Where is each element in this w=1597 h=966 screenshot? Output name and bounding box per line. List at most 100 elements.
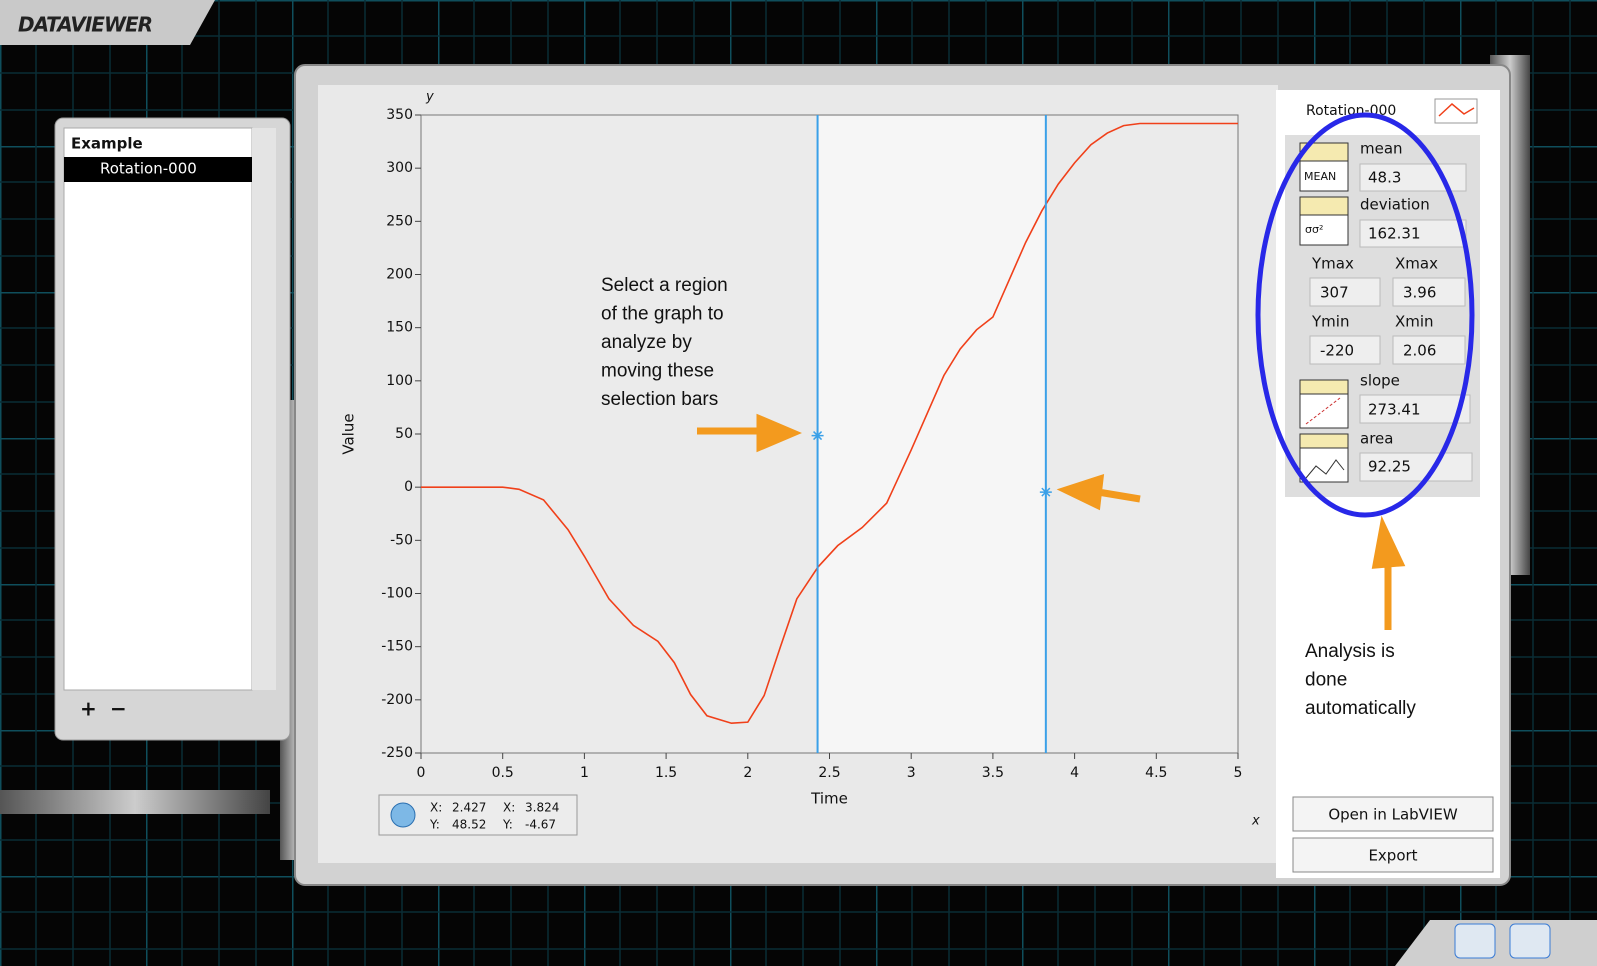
ymin-label: Ymin	[1311, 313, 1349, 331]
deviation-field	[1359, 219, 1467, 248]
y-tick-label: -200	[381, 692, 413, 708]
data-line	[421, 122, 1238, 725]
annotation-line: automatically	[1305, 698, 1416, 719]
deviation-label: deviation	[1360, 196, 1430, 214]
open-labview-label[interactable]: Open in LabVIEW	[1328, 806, 1458, 824]
list-item-selected[interactable]	[64, 157, 252, 182]
selection-annotation: Select a region of the graph to analyze by…	[601, 275, 728, 410]
cursor-point	[811, 429, 824, 442]
x-axis-letter: x	[1251, 814, 1260, 829]
cursor-icon[interactable]	[390, 802, 416, 828]
x-tick-label: 5	[1234, 765, 1243, 781]
x-tick-label: 3	[907, 765, 916, 781]
annotation-line: analyze by	[601, 332, 692, 353]
area-value: 92.25	[1368, 458, 1411, 476]
cursor-x-value: 2.427	[452, 801, 486, 815]
graph-view-button[interactable]	[1454, 923, 1496, 959]
x-tick-label: 1.5	[655, 765, 677, 781]
app-title: DATAVIEWER	[18, 13, 152, 37]
orange-arrow	[697, 413, 802, 453]
x-tick-label: 0	[417, 765, 426, 781]
slope-icon-top	[1299, 379, 1349, 395]
cursor-x-value: 3.824	[525, 801, 559, 815]
y-axis-title: Value	[340, 413, 358, 454]
y-tick-label: 100	[386, 373, 413, 389]
cursor-y-value: -4.67	[525, 818, 556, 832]
open-labview-button[interactable]	[1292, 796, 1494, 832]
y-axis-letter: y	[425, 90, 434, 105]
y-tick-label: 50	[395, 426, 413, 442]
area-icon-glyph	[1305, 459, 1345, 479]
xmin-value: 2.06	[1403, 342, 1436, 360]
highlight-ellipse	[1255, 112, 1475, 518]
cursor-point	[1039, 486, 1052, 499]
analysis-annotation: Analysis is done automatically	[1305, 641, 1416, 719]
add-button[interactable]: +	[80, 697, 97, 721]
xmax-field	[1392, 277, 1466, 307]
slope-value: 273.41	[1368, 401, 1421, 419]
orange-arrow	[1056, 473, 1141, 511]
slope-label: slope	[1360, 372, 1400, 390]
deviation-value: 162.31	[1368, 225, 1421, 243]
list-item[interactable]: Rotation-000	[100, 160, 197, 178]
slope-icon-glyph	[1305, 397, 1341, 425]
y-tick-label: -50	[390, 532, 413, 548]
ymax-field	[1309, 277, 1381, 307]
xmin-field	[1392, 335, 1466, 365]
cursor-x-label: X:	[503, 801, 515, 815]
x-axis-title: Time	[810, 790, 848, 808]
ymin-value: -220	[1320, 342, 1354, 360]
annotation-line: Analysis is	[1305, 641, 1395, 662]
remove-button[interactable]: −	[110, 697, 127, 721]
mean-icon-label: MEAN	[1304, 170, 1336, 183]
chart: -250-200-150-100-50050100150200250300350…	[340, 90, 1261, 829]
x-tick-label: 3.5	[982, 765, 1004, 781]
xmin-label: Xmin	[1395, 313, 1434, 331]
list-scrollbar[interactable]	[252, 128, 276, 690]
legend-swatch	[1438, 103, 1475, 117]
ymin-field	[1309, 335, 1381, 365]
cursor-values: X: 2.427 Y: 48.52 X: 3.824 Y: -4.67	[429, 801, 559, 832]
orange-arrow	[1371, 515, 1406, 630]
export-button[interactable]	[1292, 837, 1494, 873]
toolbar	[1395, 920, 1597, 966]
x-tick-label: 2.5	[818, 765, 840, 781]
selected-region	[817, 116, 1046, 752]
mean-label: mean	[1360, 140, 1403, 158]
analysis-fields: MEAN mean 48.3 σσ² deviation 162.31 Ymax…	[1299, 140, 1473, 483]
annotation-line: selection bars	[601, 389, 718, 410]
y-tick-label: 150	[386, 320, 413, 336]
mean-value: 48.3	[1368, 169, 1401, 187]
annotation-line: of the graph to	[601, 304, 724, 325]
ymax-label: Ymax	[1311, 255, 1354, 273]
annotation-line: done	[1305, 670, 1347, 691]
cursor-x-label: X:	[430, 801, 442, 815]
y-tick-label: 200	[386, 267, 413, 283]
x-tick-label: 1	[580, 765, 589, 781]
y-tick-label: 350	[386, 107, 413, 123]
area-label: area	[1360, 430, 1393, 448]
title-tab	[0, 0, 215, 45]
list-header: Example	[71, 135, 143, 153]
deviation-icon-top	[1299, 196, 1349, 216]
x-tick-label: 0.5	[492, 765, 514, 781]
annotation-line: moving these	[601, 361, 714, 382]
x-tick-label: 2	[743, 765, 752, 781]
metal-bar	[0, 790, 270, 814]
xmax-label: Xmax	[1395, 255, 1438, 273]
x-tick-label: 4	[1070, 765, 1079, 781]
area-icon-top	[1299, 433, 1349, 449]
y-tick-label: 0	[404, 479, 413, 495]
y-tick-label: -100	[381, 586, 413, 602]
y-tick-label: -150	[381, 639, 413, 655]
area-field	[1359, 452, 1473, 482]
export-label[interactable]: Export	[1368, 847, 1417, 865]
cursor-y-label: Y:	[429, 818, 440, 832]
xmax-value: 3.96	[1403, 284, 1436, 302]
x-tick-label: 4.5	[1145, 765, 1167, 781]
table-view-button[interactable]	[1509, 923, 1551, 959]
legend-swatch-box	[1434, 98, 1478, 124]
y-tick-label: 300	[386, 160, 413, 176]
cursor-y-label: Y:	[502, 818, 513, 832]
